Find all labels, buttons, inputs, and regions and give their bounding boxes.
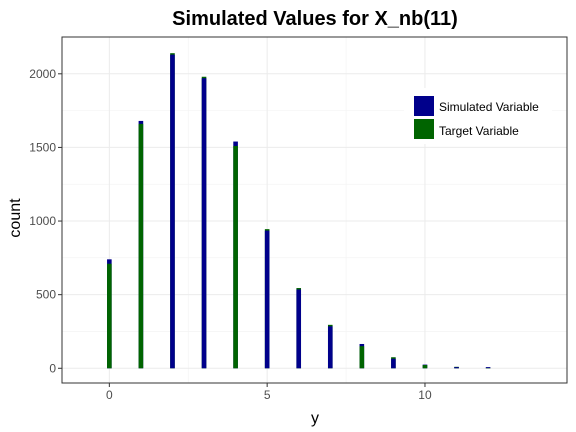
legend-key-simulated [414,96,434,116]
bar-simulated-5 [264,230,270,369]
panel-border [61,36,568,384]
chart-title: Simulated Values for X_nb(11) [172,8,458,30]
bar-target-8 [359,346,365,369]
legend-label-simulated: Simulated Variable [439,100,539,114]
x-tick-label: 10 [418,388,432,402]
legend-label-target: Target Variable [439,124,519,138]
bar-target-4 [233,145,238,369]
legend: Simulated Variable Target Variable [404,88,552,144]
y-tick-label: 1000 [29,214,56,228]
x-axis-title: y [311,410,319,427]
y-tick-label: 500 [36,288,56,302]
y-tick-label: 2000 [29,67,56,81]
legend-key-target [414,119,434,139]
bar-simulated-7 [327,326,333,369]
axis-ticks: 0 5 10 0 500 1000 1500 2000 [29,67,432,402]
bar-simulated-2 [170,54,175,369]
x-tick-label: 5 [264,388,271,402]
bar-simulated-6 [296,289,302,369]
y-tick-label: 0 [49,361,56,375]
bar-target-10 [422,365,428,369]
bar-simulated-11 [454,367,459,369]
y-tick-label: 1500 [29,140,56,154]
y-axis-title: count [7,198,24,238]
bar-target-1 [138,123,144,369]
bar-simulated-9 [391,358,396,369]
bars [107,53,491,369]
bar-target-0 [107,263,112,369]
bar-simulated-12 [485,367,491,369]
x-tick-label: 0 [106,388,113,402]
bar-simulated-3 [201,78,207,369]
